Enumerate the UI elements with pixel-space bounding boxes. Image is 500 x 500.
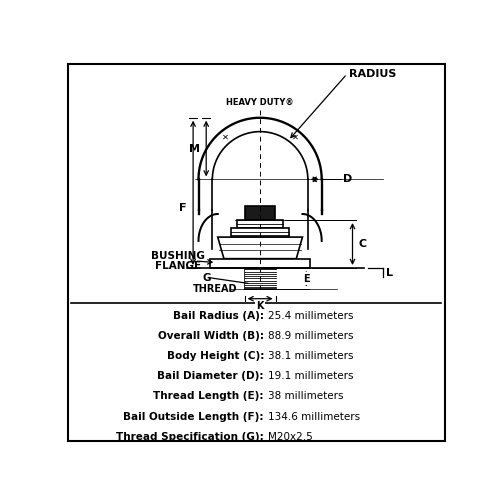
Text: BUSHING: BUSHING (151, 252, 204, 262)
Text: ✕: ✕ (222, 133, 228, 142)
Bar (210, 258, 310, 268)
Text: 25.4 millimeters: 25.4 millimeters (268, 312, 354, 322)
Text: 38.1 millimeters: 38.1 millimeters (268, 352, 354, 362)
Text: Bail Diameter (D):: Bail Diameter (D): (158, 372, 264, 382)
Text: 38 millimeters: 38 millimeters (268, 392, 344, 402)
Text: HEAVY DUTY®: HEAVY DUTY® (226, 98, 294, 107)
Text: Thread Specification (G):: Thread Specification (G): (116, 432, 264, 442)
Text: THREAD: THREAD (192, 284, 237, 294)
Text: RADIUS: RADIUS (348, 69, 396, 79)
Text: 19.1 millimeters: 19.1 millimeters (268, 372, 354, 382)
Text: F: F (180, 203, 187, 213)
Text: Overall Width (B):: Overall Width (B): (158, 332, 264, 342)
Text: ✕: ✕ (292, 133, 298, 142)
Text: M: M (189, 144, 200, 154)
Bar (231, 228, 289, 237)
Text: FLANGE: FLANGE (154, 262, 201, 272)
Text: Bail Radius (A):: Bail Radius (A): (173, 312, 264, 322)
Text: C: C (358, 239, 367, 249)
Text: 88.9 millimeters: 88.9 millimeters (268, 332, 354, 342)
Text: M20x2.5: M20x2.5 (268, 432, 312, 442)
Bar (246, 206, 274, 220)
Text: D: D (344, 174, 352, 184)
Bar (244, 268, 276, 289)
Text: G: G (202, 273, 211, 283)
Text: Body Height (C):: Body Height (C): (166, 352, 264, 362)
Bar (237, 220, 283, 228)
Text: Bail Outside Length (F):: Bail Outside Length (F): (124, 412, 264, 422)
Text: E: E (303, 274, 310, 283)
Text: 134.6 millimeters: 134.6 millimeters (268, 412, 360, 422)
Text: K: K (256, 302, 264, 312)
Text: L: L (386, 268, 392, 278)
Polygon shape (218, 237, 302, 258)
Text: Thread Length (E):: Thread Length (E): (154, 392, 264, 402)
